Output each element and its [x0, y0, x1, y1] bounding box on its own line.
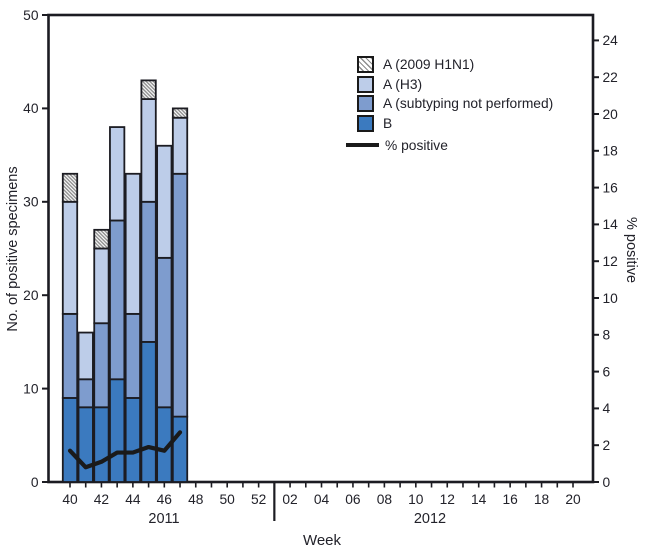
bar-week40-B — [61, 397, 79, 483]
bar-week41-B — [77, 406, 94, 483]
bar-week43-A-subtyping-not-performed — [109, 219, 126, 381]
bar-week45-A-subtyping-not-performed — [140, 200, 157, 343]
bar-week42-A-2009-H1N1 — [93, 228, 110, 250]
bar-week42-B — [93, 406, 110, 483]
bar-week42-A-H3 — [93, 247, 110, 325]
left-axis-tick-label: 30 — [23, 195, 39, 210]
right-axis-tick-label: 14 — [603, 217, 619, 232]
legend-item-a-2009-h1n1: A (2009 H1N1) — [346, 56, 553, 73]
week-tick-label: 02 — [282, 492, 297, 507]
bar-week41-A-subtyping-not-performed — [77, 378, 94, 409]
bar-week44-B — [124, 397, 141, 483]
right-axis-tick-label: 12 — [603, 254, 618, 269]
bar-week47-A-H3 — [171, 116, 189, 175]
year-label-2011: 2011 — [148, 511, 180, 527]
right-axis-tick-label: 2 — [603, 438, 611, 453]
left-axis-tick-label: 0 — [31, 475, 39, 490]
legend-item-a-h3: A (H3) — [346, 75, 553, 93]
bar-week46-A-subtyping-not-performed — [156, 256, 173, 409]
legend-label: A (subtyping not performed) — [383, 96, 554, 111]
week-tick-label: 10 — [408, 492, 424, 507]
x-axis-title: Week — [302, 532, 342, 549]
dark-blue-swatch-icon — [357, 114, 374, 132]
week-tick-label: 44 — [125, 492, 141, 507]
legend-item-pct-positive: % positive — [346, 138, 553, 153]
left-axis-tick-label: 40 — [23, 101, 39, 116]
right-axis-tick-label: 6 — [603, 364, 611, 379]
right-axis-tick-label: 18 — [603, 144, 619, 159]
week-tick-label: 50 — [220, 492, 236, 507]
week-tick-label: 48 — [188, 492, 204, 507]
bar-week42-A-subtyping-not-performed — [93, 322, 110, 409]
medium-blue-swatch-icon — [357, 95, 374, 112]
bar-week43-B — [109, 378, 126, 483]
right-axis-title: % positive — [623, 216, 639, 284]
right-axis-tick-label: 16 — [603, 180, 619, 195]
week-tick-label: 42 — [94, 492, 109, 507]
right-axis-tick-label: 24 — [603, 33, 619, 48]
bar-week47-A-subtyping-not-performed — [171, 172, 189, 418]
right-axis-tick-label: 20 — [603, 107, 619, 122]
week-tick-label: 16 — [502, 492, 518, 507]
bar-week41-A-H3 — [77, 331, 94, 381]
left-axis-title: No. of positive specimens — [5, 166, 21, 332]
bar-week46-A-H3 — [156, 144, 173, 259]
right-axis-tick-label: 8 — [603, 328, 611, 343]
right-axis-tick-label: 10 — [603, 291, 619, 306]
week-tick-label: 20 — [565, 492, 581, 507]
left-axis-tick-label: 10 — [23, 381, 39, 396]
left-axis-tick-label: 50 — [23, 8, 39, 23]
week-tick-label: 12 — [440, 492, 455, 507]
legend-label: % positive — [385, 137, 448, 153]
legend-label: B — [383, 115, 393, 131]
percent-positive-line — [67, 430, 183, 470]
bar-week43-A-H3 — [109, 126, 126, 222]
right-axis-tick-label: 22 — [603, 70, 618, 85]
light-blue-swatch-icon — [357, 75, 374, 93]
legend: A (2009 H1N1) A (H3) A (subtyping not pe… — [346, 56, 553, 155]
right-axis-tick-label: 0 — [603, 475, 611, 490]
legend-item-a-subtyping: A (subtyping not performed) — [346, 95, 553, 112]
bar-week40-A-subtyping-not-performed — [61, 312, 79, 399]
bar-week45-B — [140, 340, 157, 483]
bar-week45-A-2009-H1N1 — [140, 79, 157, 100]
week-tick-label: 40 — [62, 492, 78, 507]
week-tick-label: 52 — [251, 492, 266, 507]
week-tick-label: 18 — [534, 492, 550, 507]
bar-week47-A-2009-H1N1 — [171, 107, 189, 119]
bar-week47-B — [171, 415, 189, 483]
bar-week40-A-H3 — [61, 200, 79, 315]
hatch-swatch-icon — [357, 56, 374, 73]
week-tick-label: 06 — [345, 492, 361, 507]
legend-label: A (H3) — [383, 76, 423, 92]
legend-label: A (2009 H1N1) — [383, 57, 475, 72]
bar-week44-A-subtyping-not-performed — [124, 312, 141, 399]
week-tick-label: 46 — [157, 492, 173, 507]
bar-week45-A-H3 — [140, 98, 157, 203]
legend-item-b: B — [346, 114, 553, 132]
week-tick-label: 08 — [377, 492, 393, 507]
line-swatch-icon — [346, 142, 379, 148]
right-axis-tick-label: 4 — [603, 401, 611, 416]
week-tick-label: 14 — [471, 492, 487, 507]
bar-week40-A-2009-H1N1 — [61, 172, 79, 203]
left-axis-tick-label: 20 — [23, 288, 39, 303]
week-tick-label: 04 — [314, 492, 330, 507]
year-label-2012: 2012 — [413, 511, 447, 527]
bar-week44-A-H3 — [124, 172, 141, 315]
